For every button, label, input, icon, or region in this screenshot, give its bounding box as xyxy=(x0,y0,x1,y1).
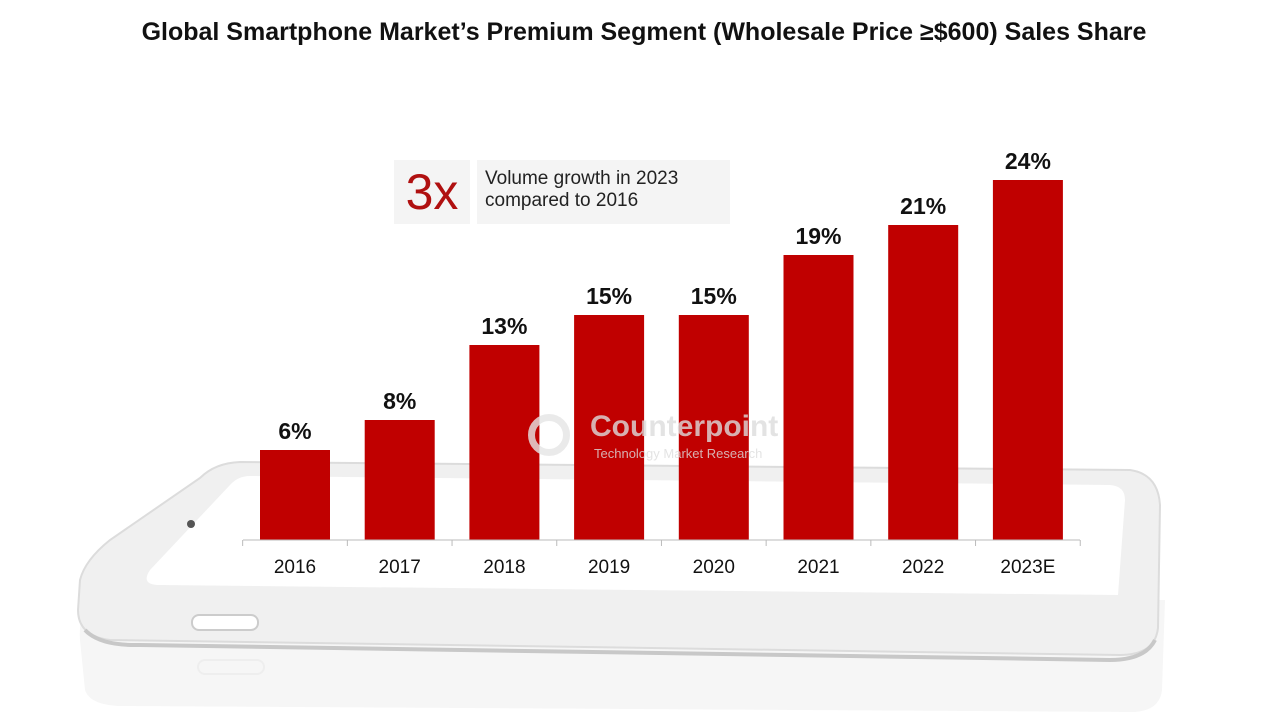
data-label: 15% xyxy=(691,283,737,309)
data-label: 6% xyxy=(278,418,311,444)
camera-icon xyxy=(187,520,195,528)
bar-2018 xyxy=(469,345,540,540)
x-tick-label: 2021 xyxy=(797,557,839,578)
x-tick-label: 2022 xyxy=(902,557,944,578)
home-button-icon xyxy=(191,614,259,631)
bar-2023E xyxy=(992,180,1063,540)
counterpoint-logo-icon xyxy=(528,414,570,456)
data-label: 21% xyxy=(900,193,946,219)
x-tick-label: 2019 xyxy=(588,557,630,578)
x-tick-label: 2018 xyxy=(483,557,525,578)
data-label: 13% xyxy=(481,313,527,339)
annotation-line-1: Volume growth in 2023 xyxy=(485,168,679,189)
data-label: 19% xyxy=(795,223,841,249)
bar-2020 xyxy=(678,315,749,540)
x-tick-label: 2023E xyxy=(1000,557,1055,578)
annotation-highlight: 3x xyxy=(394,160,470,224)
watermark-brand: Counterpoint xyxy=(590,410,779,443)
watermark-tagline: Technology Market Research xyxy=(594,446,763,461)
home-button-reflection xyxy=(197,659,265,675)
bar-2019 xyxy=(574,315,645,540)
x-tick-label: 2016 xyxy=(274,557,316,578)
annotation-text: Volume growth in 2023 compared to 2016 xyxy=(477,160,730,224)
bar-2022 xyxy=(888,225,959,540)
annotation-line-2: compared to 2016 xyxy=(485,190,639,211)
data-label: 15% xyxy=(586,283,632,309)
phone-edge-line xyxy=(83,628,1157,663)
chart-title: Global Smartphone Market’s Premium Segme… xyxy=(141,18,1147,46)
bar-2016 xyxy=(260,450,330,540)
x-tick-label: 2017 xyxy=(379,557,421,578)
bar-2017 xyxy=(364,420,435,540)
bar-2021 xyxy=(783,255,854,540)
x-tick-label: 2020 xyxy=(693,557,735,578)
data-label: 8% xyxy=(383,388,416,414)
data-label: 24% xyxy=(1005,148,1051,174)
